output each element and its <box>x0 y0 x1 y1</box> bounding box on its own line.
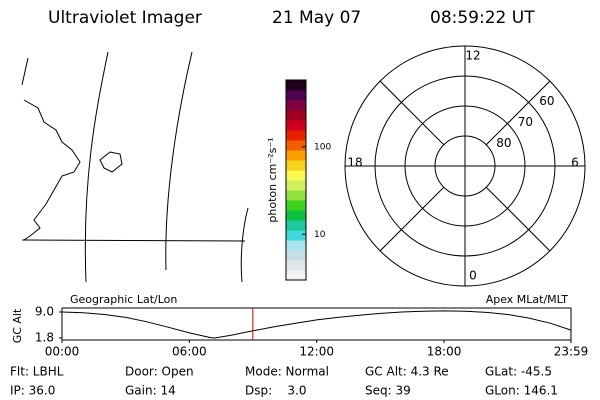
color-swatch <box>286 250 306 261</box>
date: 21 May 07 <box>272 8 361 28</box>
geographic-map <box>21 51 249 283</box>
map-label: Geographic Lat/Lon <box>70 293 177 306</box>
time: 08:59:22 UT <box>430 8 535 28</box>
info-field: GC Alt: 4.3 Re <box>365 365 449 379</box>
x-tick-label: 00:00 <box>45 345 80 359</box>
info-field: Mode: Normal <box>245 365 329 379</box>
color-swatch <box>286 170 306 181</box>
latitude-label: 80 <box>496 136 511 150</box>
info-field: GLat: -45.5 <box>485 365 552 379</box>
x-tick-label: 18:00 <box>427 345 462 359</box>
meridian <box>84 51 109 283</box>
color-swatch <box>286 270 306 281</box>
altitude-line <box>61 310 572 339</box>
info-field: Gain: 14 <box>125 384 176 398</box>
info-field: IP: 36.0 <box>10 384 55 398</box>
y-tick-label: 9.0 <box>35 305 54 319</box>
latitude-label: 70 <box>518 115 533 129</box>
tick-label: 10 <box>314 230 326 240</box>
coastline <box>23 99 81 241</box>
info-field: Seq: 39 <box>365 384 411 398</box>
color-swatch <box>286 190 306 201</box>
meridian <box>240 207 249 283</box>
color-swatch <box>286 210 306 221</box>
info-field: Flt: LBHL <box>10 365 64 379</box>
y-tick-label: 1.8 <box>35 331 54 345</box>
color-swatch <box>286 140 306 151</box>
radial-line <box>379 80 445 146</box>
radial-line <box>379 186 445 252</box>
latitude-ring <box>374 75 556 257</box>
mlt-label: 0 <box>469 269 477 283</box>
mlt-label: 12 <box>465 49 480 63</box>
info-field: GLon: 146.1 <box>485 384 558 398</box>
color-swatch <box>286 240 306 251</box>
parallel <box>21 239 246 242</box>
radial-line <box>485 186 551 252</box>
x-tick-label: 06:00 <box>172 345 207 359</box>
colorbar-frame <box>285 79 307 281</box>
mlt-label: 6 <box>571 156 579 170</box>
meridian <box>165 51 193 271</box>
x-tick-label: 23:59 <box>554 345 589 359</box>
color-swatch <box>286 200 306 211</box>
latitude-ring <box>404 105 526 227</box>
info-field: Dsp: 3.0 <box>245 384 307 398</box>
color-swatch <box>286 80 306 91</box>
color-swatch <box>286 90 306 101</box>
coastline <box>21 57 29 86</box>
color-swatch <box>286 230 306 241</box>
color-swatch <box>286 160 306 171</box>
latitude-ring <box>434 135 496 197</box>
radial-line <box>485 80 551 146</box>
colorbar-label: photon cm⁻²s⁻¹ <box>266 137 279 222</box>
title: Ultraviolet Imager <box>48 8 202 28</box>
color-swatch <box>286 110 306 121</box>
color-swatch <box>286 220 306 231</box>
color-swatch <box>286 120 306 131</box>
info-field: Door: Open <box>125 365 194 379</box>
polar-title: Apex MLat/MLT <box>486 293 569 306</box>
y-axis-label: GC Alt <box>11 308 24 343</box>
color-swatch <box>286 150 306 161</box>
latitude-label: 60 <box>539 94 554 108</box>
color-swatch <box>286 130 306 141</box>
x-tick-label: 12:00 <box>299 345 334 359</box>
color-swatch <box>286 180 306 191</box>
tick-label: 100 <box>314 142 331 152</box>
color-swatch <box>286 260 306 271</box>
island <box>99 151 123 173</box>
mlt-label: 18 <box>347 156 362 170</box>
color-swatch <box>286 100 306 111</box>
